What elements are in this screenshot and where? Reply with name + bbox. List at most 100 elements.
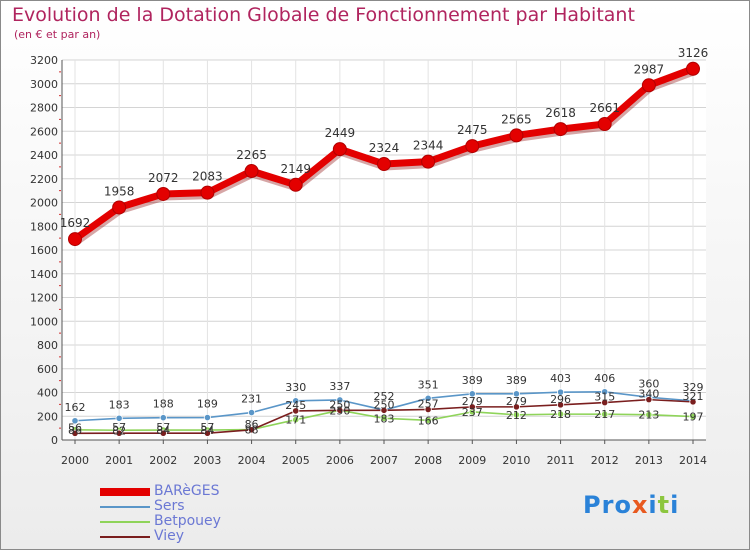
logo-letter: x: [631, 491, 649, 519]
logo-letter: r: [601, 491, 615, 519]
data-point-sers: [115, 414, 123, 422]
data-label-betpouey: 217: [594, 408, 615, 421]
data-label-viey: 250: [329, 398, 350, 411]
data-label-sers: 188: [153, 398, 174, 411]
data-point-sers: [601, 388, 609, 396]
data-point-viey: [380, 406, 388, 414]
x-tick-label: 2006: [326, 454, 354, 467]
data-label-betpouey: 237: [462, 406, 483, 419]
data-point-viey: [689, 398, 697, 406]
data-point-bar-ges: [553, 122, 568, 137]
logo-letter: o: [614, 491, 632, 519]
x-tick-label: 2005: [282, 454, 310, 467]
data-label-betpouey: 171: [285, 414, 306, 427]
logo-letter: i: [648, 491, 658, 519]
data-label-sers: 329: [683, 381, 704, 394]
legend-label: BARèGES: [154, 483, 220, 499]
data-point-bar-ges: [200, 185, 215, 200]
x-tick-labels: 2000 2001 2002 2003 2004 2005 2006 2007 2008 2009…: [61, 454, 707, 467]
y-tick-labels: 0 200 400 600 800 1000 1200 1400 1600 1800 2000 220…: [30, 54, 58, 447]
data-point-viey: [336, 406, 344, 414]
data-point-betpouey: [645, 411, 653, 419]
y-tick-label: 600: [37, 363, 58, 376]
data-label-sers: 389: [506, 374, 527, 387]
legend-swatch: [100, 536, 150, 538]
data-point-viey: [645, 396, 653, 404]
data-label-viey: 279: [506, 395, 527, 408]
y-tick-label: 200: [37, 410, 58, 423]
data-label-bar-ges: 2987: [634, 62, 665, 76]
data-point-bar-ges: [156, 186, 171, 201]
x-tick-label: 2014: [679, 454, 707, 467]
data-point-bar-ges: [597, 117, 612, 132]
x-tick-label: 2010: [502, 454, 530, 467]
logo-letter: t: [657, 491, 671, 519]
y-tick-label: 2200: [30, 173, 58, 186]
data-label-sers: 183: [109, 398, 130, 411]
data-label-viey: 86: [245, 418, 259, 431]
data-point-betpouey: [512, 411, 521, 419]
series-group: [68, 61, 700, 437]
data-label-viey: 315: [594, 391, 615, 404]
data-point-sers: [203, 413, 212, 422]
data-point-sers: [512, 390, 521, 398]
data-label-bar-ges: 2344: [413, 139, 444, 153]
data-point-viey: [556, 401, 565, 409]
data-label-betpouey: 250: [329, 404, 350, 417]
data-label-sers: 406: [594, 372, 615, 385]
data-point-sers: [159, 414, 167, 422]
data-label-sers: 351: [418, 378, 439, 391]
x-tick-label: 2002: [149, 454, 177, 467]
data-label-bar-ges: 2072: [148, 171, 179, 185]
data-point-viey: [468, 403, 476, 411]
data-point-bar-ges: [641, 78, 656, 93]
data-point-sers: [71, 417, 79, 425]
y-tick-label: 2000: [30, 197, 58, 210]
data-point-bar-ges: [465, 139, 480, 154]
proxiti-logo: Proxiti: [583, 491, 679, 519]
data-point-bar-ges: [686, 61, 700, 76]
data-point-bar-ges: [421, 154, 436, 169]
data-label-betpouey: 218: [550, 408, 571, 421]
data-label-sers: 252: [374, 390, 395, 403]
data-label-viey: 321: [683, 390, 704, 403]
data-point-sers: [247, 408, 256, 417]
data-label-bar-ges: 1692: [60, 216, 91, 230]
data-label-betpouey: 82: [112, 424, 126, 437]
axes: [59, 60, 706, 444]
x-tick-label: 2004: [238, 454, 266, 467]
data-label-sers: 189: [197, 398, 218, 411]
data-point-bar-ges: [112, 200, 127, 215]
chart-title: Evolution de la Dotation Globale de Fonc…: [12, 4, 635, 26]
y-tick-label: 2800: [30, 102, 58, 115]
data-point-viey: [424, 405, 432, 414]
data-label-betpouey: 213: [638, 409, 659, 422]
y-tick-label: 400: [37, 387, 58, 400]
data-point-viey: [115, 429, 123, 437]
x-tick-label: 2013: [635, 454, 663, 467]
data-label-viey: 250: [374, 398, 395, 411]
data-label-bar-ges: 2661: [589, 101, 620, 115]
legend-label: Viey: [154, 528, 185, 544]
data-label-bar-ges: 2083: [192, 170, 223, 184]
data-point-sers: [292, 397, 300, 405]
legend-swatch: [100, 521, 150, 523]
data-point-betpouey: [556, 410, 565, 418]
data-label-viey: 57: [112, 421, 126, 434]
data-label-bar-ges: 2565: [501, 112, 532, 126]
data-point-sers: [556, 388, 565, 396]
y-tick-label: 1400: [30, 268, 58, 281]
data-label-viey: 245: [285, 399, 306, 412]
data-label-sers: 389: [462, 374, 483, 387]
data-label-sers: 337: [329, 380, 350, 393]
data-label-betpouey: 197: [683, 411, 704, 424]
y-tick-label: 1200: [30, 292, 58, 305]
y-tick-label: 1000: [30, 315, 58, 328]
data-point-sers: [336, 396, 344, 404]
data-point-viey: [71, 429, 79, 437]
data-label-betpouey: 212: [506, 409, 527, 422]
data-label-bar-ges: 2618: [545, 106, 576, 120]
data-point-betpouey: [424, 416, 432, 424]
legend-swatch: [100, 488, 150, 496]
